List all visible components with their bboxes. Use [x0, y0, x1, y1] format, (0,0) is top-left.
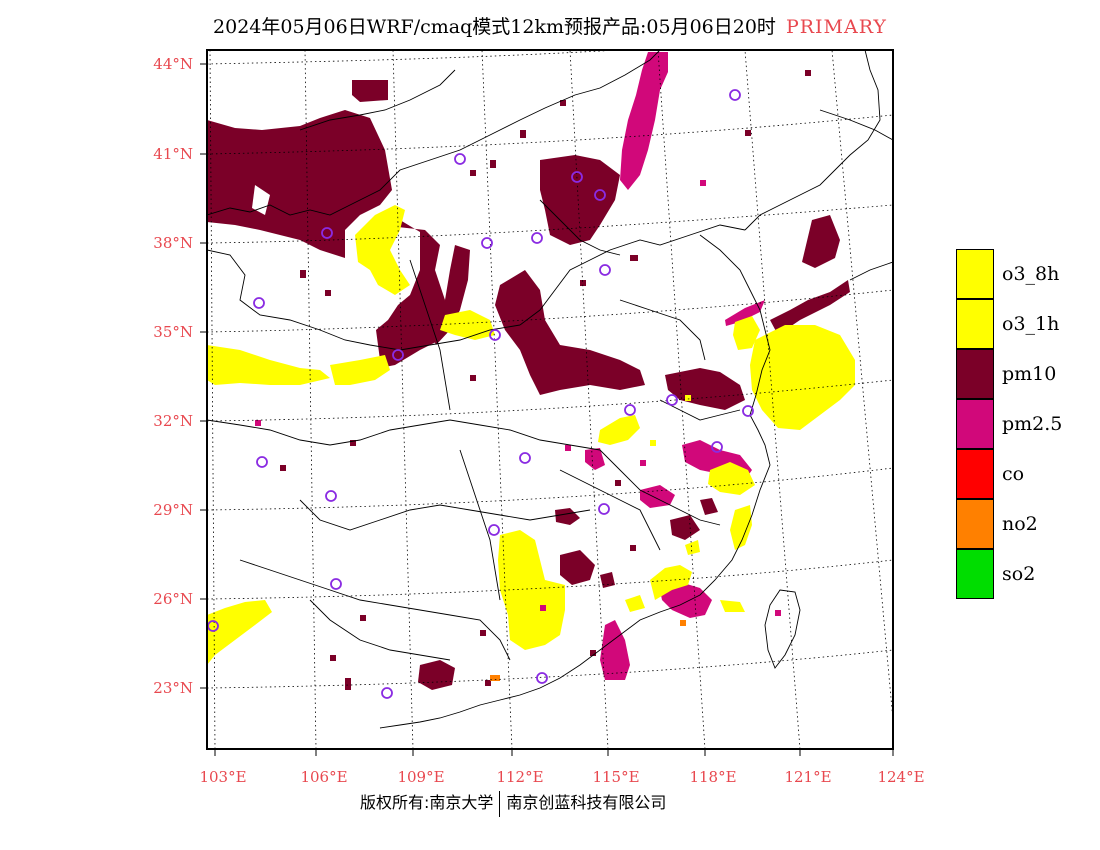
lon-label-115: 115°E	[592, 768, 639, 786]
map-frame	[206, 49, 894, 750]
lon-label-112: 112°E	[496, 768, 543, 786]
legend-item-o3-8h: o3_8h	[956, 249, 1096, 299]
legend-item-pm10: pm10	[956, 349, 1096, 399]
lon-label-124: 124°E	[877, 768, 924, 786]
legend-label-o3-1h: o3_1h	[1002, 313, 1060, 335]
legend-swatch-co	[956, 449, 994, 499]
lat-label-32: 32°N	[153, 412, 193, 430]
ozone-regions	[207, 205, 855, 665]
map-title: 2024年05月06日WRF/cmaq模式12km预报产品:05月06日20时 P…	[0, 12, 1100, 39]
footer-separator	[499, 790, 501, 817]
copyright-footer: 版权所有:南京大学 南京创蓝科技有限公司	[360, 789, 666, 817]
longitude-axis: 103°E 106°E 109°E 112°E 115°E 118°E 121°…	[199, 749, 925, 786]
legend-swatch-no2	[956, 499, 994, 549]
legend-swatch-so2	[956, 549, 994, 599]
legend-swatch-o3-8h	[956, 249, 994, 299]
legend-label-pm25: pm2.5	[1002, 413, 1063, 435]
lon-label-109: 109°E	[397, 768, 444, 786]
primary-tag: PRIMARY	[785, 16, 887, 38]
pm10-regions	[207, 80, 850, 690]
legend-label-pm10: pm10	[1002, 363, 1057, 385]
legend-label-no2: no2	[1002, 513, 1038, 535]
legend-item-o3-1h: o3_1h	[956, 299, 1096, 349]
legend-item-co: co	[956, 449, 1096, 499]
legend-swatch-o3-1h	[956, 299, 994, 349]
copyright-owner: 版权所有:南京大学	[360, 793, 494, 812]
legend-item-so2: so2	[956, 549, 1096, 599]
graticule	[207, 50, 893, 749]
lat-label-29: 29°N	[153, 501, 193, 519]
latitude-axis: 44°N 41°N 38°N 35°N 32°N 29°N 26°N 23°N	[153, 55, 207, 697]
lat-label-23: 23°N	[153, 679, 193, 697]
lon-label-103: 103°E	[199, 768, 246, 786]
lat-label-35: 35°N	[153, 323, 193, 341]
lon-label-121: 121°E	[784, 768, 831, 786]
legend-item-pm25: pm2.5	[956, 399, 1096, 449]
lon-label-106: 106°E	[300, 768, 347, 786]
pollutant-field	[207, 50, 893, 749]
legend-swatch-pm25	[956, 399, 994, 449]
legend-item-no2: no2	[956, 499, 1096, 549]
legend-swatch-pm10	[956, 349, 994, 399]
lat-label-44: 44°N	[153, 55, 193, 73]
legend-label-so2: so2	[1002, 563, 1036, 585]
title-text: 2024年05月06日WRF/cmaq模式12km预报产品:05月06日20时	[213, 16, 776, 38]
copyright-company: 南京创蓝科技有限公司	[506, 793, 667, 812]
lon-label-118: 118°E	[689, 768, 736, 786]
lat-label-38: 38°N	[153, 234, 193, 252]
boundary-lines	[207, 50, 893, 729]
lat-label-41: 41°N	[153, 145, 193, 163]
lat-label-26: 26°N	[153, 590, 193, 608]
legend-label-o3-8h: o3_8h	[1002, 263, 1060, 285]
speckle-cells	[255, 70, 811, 690]
legend-label-co: co	[1002, 463, 1025, 485]
